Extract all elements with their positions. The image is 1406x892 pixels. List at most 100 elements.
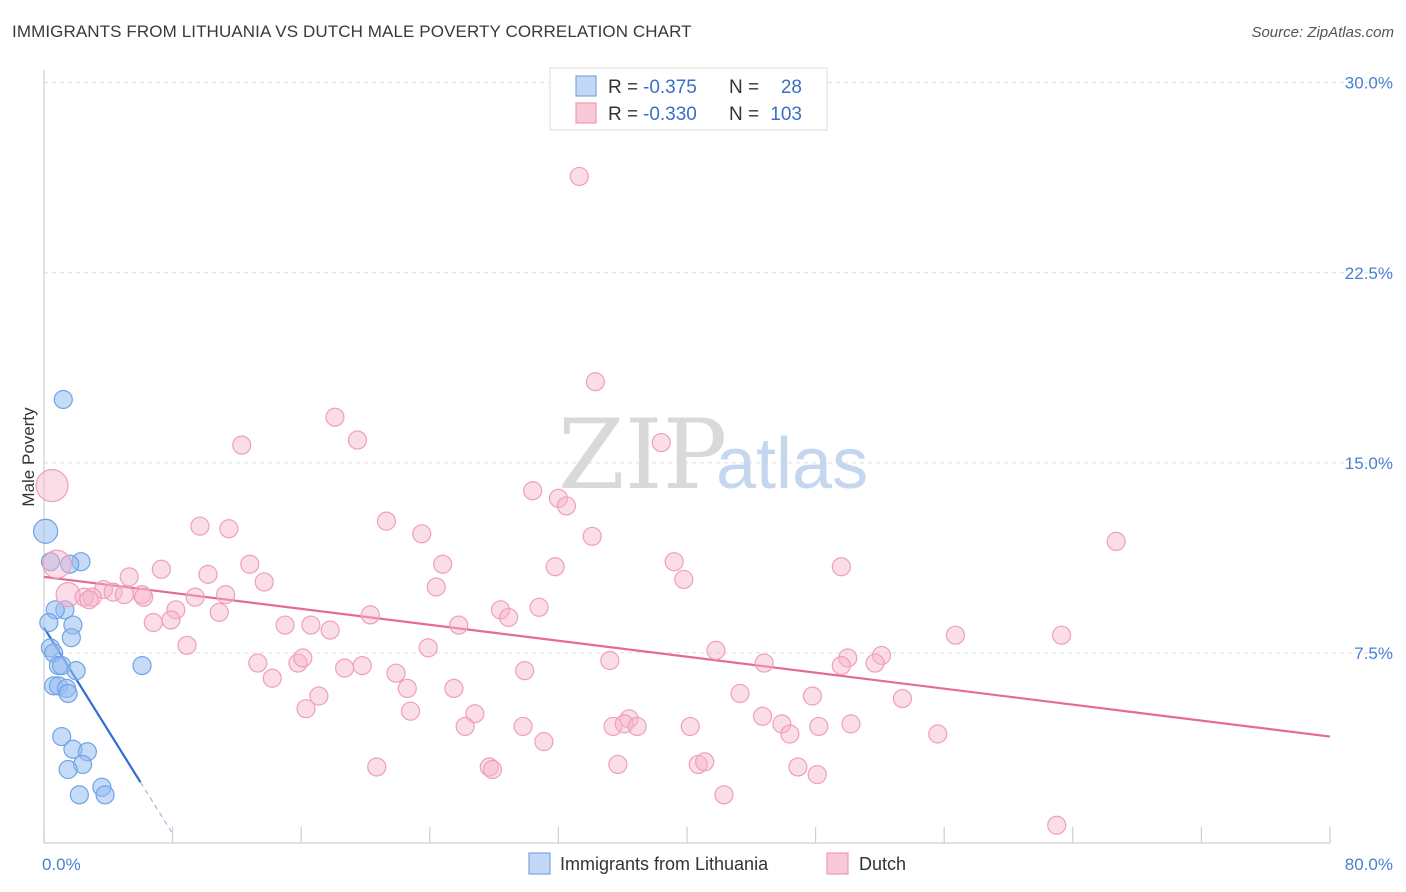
data-point-pink [674,569,694,590]
data-point-pink [515,661,535,681]
data-point-pink [892,688,913,709]
stats-legend: R = -0.375 N = 28 R = -0.330 N = 103 [549,67,828,131]
data-point-pink [42,549,72,579]
y-tick-label: 30.0% [1345,74,1393,93]
data-point-pink [275,615,295,635]
data-point-pink [548,488,569,508]
data-point-blue [58,759,78,780]
y-tick-labels: 7.5% 15.0% 22.5% 30.0% [1345,74,1393,663]
data-point-pink [418,638,438,658]
bottom-legend-swatch-blue [528,852,551,875]
data-point-pink [545,557,565,577]
data-point-pink [680,716,700,737]
bottom-legend-label-dutch: Dutch [859,854,906,874]
trend-line-pink [43,575,1331,738]
data-point-pink [706,640,726,660]
trend-line-extension-blue [139,781,174,835]
data-point-pink [79,590,99,610]
data-point-pink [1106,531,1126,552]
data-point-pink [114,585,134,605]
data-point-pink [352,655,372,676]
data-point-pink [513,716,533,737]
x-tick-label-max: 80.0% [1345,855,1393,874]
bottom-legend-label-lithuania: Immigrants from Lithuania [560,854,769,874]
data-point-blue [95,785,115,805]
legend-r-value-1: -0.375 [643,77,697,98]
source-label: Source: ZipAtlas.com [1251,24,1394,41]
data-point-pink [556,496,577,516]
data-point-pink [301,615,321,635]
x-tick-labels: 0.0% 80.0% [42,855,1393,874]
data-point-pink [262,668,282,688]
data-point-pink [151,559,171,579]
data-point-pink [865,653,885,673]
data-point-pink [498,607,519,628]
data-point-blue [33,518,59,544]
data-point-pink [838,648,858,668]
data-point-pink [534,732,554,752]
data-point-pink [177,635,197,655]
data-point-pink [714,785,734,805]
data-point-pink [320,620,340,640]
data-point-pink [412,524,432,544]
data-point-pink [603,716,623,737]
legend-r-label-2: R = [608,104,638,125]
data-point-pink [216,585,236,605]
data-point-pink [296,699,316,719]
watermark-atlas: atlas [716,424,868,504]
data-point-pink [479,757,499,777]
legend-r-value-2: -0.330 [643,104,697,125]
data-point-pink [248,653,268,673]
data-point-pink [103,582,123,602]
data-point-pink [347,430,368,450]
data-point-pink [608,754,628,775]
legend-n-label-2: N = [729,104,759,125]
series-dutch-points [35,166,1126,835]
data-point-pink [730,683,750,704]
data-point-pink [143,612,163,633]
data-point-pink [569,166,589,187]
data-point-pink [335,658,355,678]
data-point-pink [529,597,549,617]
data-point-pink [582,526,602,546]
data-point-pink [465,704,485,724]
data-point-blue [60,554,80,574]
y-tick-label: 7.5% [1354,644,1393,663]
data-point-pink [426,577,446,597]
data-point-pink [809,716,829,737]
data-point-pink [807,764,827,785]
data-point-pink [772,714,792,734]
series-lithuania-points [33,389,152,805]
data-point-pink [1047,815,1067,835]
data-point-blue [132,655,152,676]
data-point-pink [482,759,503,780]
data-point-pink [397,678,417,699]
data-point-pink [209,602,229,622]
data-point-blue [69,785,89,805]
data-point-pink [455,716,475,737]
data-point-pink [134,587,154,607]
series-legend: Immigrants from Lithuania Dutch [528,852,906,875]
y-tick-label: 15.0% [1345,454,1393,473]
data-point-pink [185,587,205,607]
data-point-pink [55,582,81,608]
x-tick-label-min: 0.0% [42,855,81,874]
data-point-pink [1051,625,1072,645]
data-point-blue [39,612,59,633]
data-point-pink [254,572,274,592]
data-point-pink [400,701,421,721]
legend-n-value-2: 103 [770,104,802,125]
legend-swatch-blue [575,75,597,97]
y-tick-label: 22.5% [1345,264,1393,283]
data-point-pink [444,678,464,699]
data-point-blue [58,683,78,704]
data-point-blue [66,661,86,681]
data-point-pink [651,432,671,453]
legend-r-label-1: R = [608,77,638,98]
data-point-pink [802,686,822,706]
data-point-pink [449,615,469,635]
y-axis-label: Male Poverty [19,407,38,507]
data-point-pink [754,653,774,673]
legend-swatch-pink [575,102,597,124]
